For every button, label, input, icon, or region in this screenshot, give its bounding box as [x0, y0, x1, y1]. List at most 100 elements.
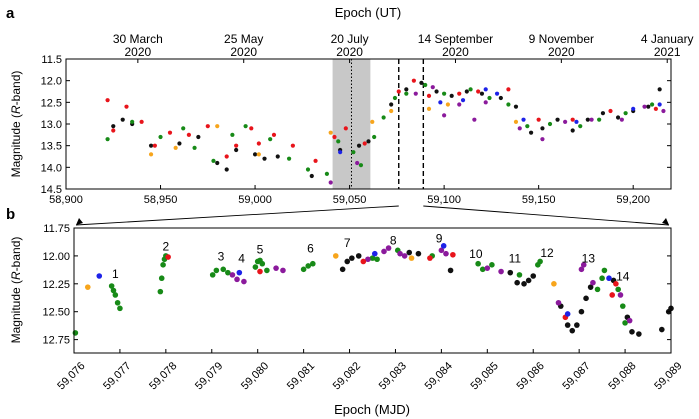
- green-point: [230, 132, 235, 137]
- red-point: [476, 89, 481, 94]
- purple-point: [483, 100, 488, 105]
- green-point: [305, 263, 312, 269]
- black-point: [406, 249, 413, 256]
- panel-a-y-axis-label: Magnitude (R-band): [9, 71, 23, 178]
- purple-point: [540, 137, 545, 142]
- black-point: [120, 117, 125, 122]
- black-point: [224, 167, 229, 172]
- peak-label: 7: [344, 236, 351, 250]
- top-tick-label: 20 July: [331, 32, 369, 46]
- green-point: [525, 124, 530, 129]
- black-point: [177, 141, 182, 146]
- purple-point: [401, 253, 408, 259]
- black-point: [507, 269, 514, 276]
- red-point: [290, 143, 295, 148]
- x-tick-label: 59,076: [55, 360, 87, 392]
- y-tick-label: 11.75: [43, 223, 70, 235]
- purple-point: [430, 85, 435, 90]
- green-point: [305, 167, 311, 172]
- black-point: [600, 111, 606, 116]
- y-tick-label: 13.0: [41, 119, 62, 131]
- purple-point: [484, 265, 491, 271]
- x-tick-label: 59,082: [331, 360, 363, 392]
- x-tick-label: 59,000: [238, 194, 272, 206]
- green-point: [268, 137, 273, 142]
- x-tick-label: 59,087: [560, 360, 592, 392]
- peak-label: 5: [257, 243, 264, 257]
- red-point: [536, 117, 541, 122]
- blue-point: [483, 87, 488, 92]
- green-point: [286, 156, 292, 161]
- x-tick-label: 59,089: [652, 360, 684, 392]
- green-point: [336, 139, 341, 144]
- green-point: [599, 275, 605, 282]
- green-point: [374, 256, 380, 263]
- black-point: [498, 95, 503, 101]
- x-tick-label: 59,086: [515, 360, 547, 392]
- top-tick-label: 4 January: [641, 32, 694, 46]
- orange-point: [328, 130, 333, 135]
- purple-point: [642, 104, 647, 109]
- green-point: [158, 275, 165, 282]
- red-point: [224, 154, 229, 159]
- green-point: [392, 95, 398, 101]
- shaded-band: [332, 59, 371, 189]
- green-point: [468, 87, 473, 92]
- y-tick-label: 14.5: [41, 184, 62, 196]
- orange-point: [332, 253, 339, 259]
- x-tick-label: 59,088: [606, 360, 638, 392]
- black-point: [528, 130, 534, 135]
- red-point: [609, 292, 616, 298]
- black-point: [344, 258, 351, 265]
- purple-point: [442, 113, 447, 118]
- black-point: [514, 279, 520, 286]
- blue-point: [574, 119, 579, 124]
- red-point: [360, 258, 367, 265]
- orange-point: [215, 124, 220, 129]
- red-point: [608, 108, 613, 114]
- green-point: [404, 91, 409, 96]
- green-point: [475, 260, 481, 267]
- green-point: [369, 255, 376, 261]
- zoom-connector-left: [75, 205, 399, 226]
- blue-point: [606, 275, 612, 282]
- green-point: [158, 134, 163, 140]
- red-point: [234, 143, 239, 148]
- green-point: [108, 283, 115, 289]
- red-point: [450, 251, 456, 258]
- top-tick-label: 30 March: [113, 32, 163, 46]
- green-point: [105, 137, 110, 142]
- peak-label: 13: [582, 252, 596, 266]
- purple-point: [626, 317, 633, 324]
- black-point: [578, 308, 585, 315]
- black-point: [262, 156, 267, 161]
- black-point: [479, 91, 485, 96]
- red-point: [167, 130, 173, 135]
- red-point: [313, 158, 318, 163]
- top-tick-year: 2020: [548, 45, 575, 59]
- x-tick-label: 59,050: [333, 194, 367, 206]
- orange-point: [389, 108, 394, 114]
- green-point: [324, 171, 330, 176]
- green-point: [130, 119, 135, 124]
- green-point: [594, 286, 601, 293]
- black-point: [555, 117, 560, 122]
- peak-label: 4: [238, 252, 245, 266]
- x-tick-label: 59,080: [239, 360, 271, 392]
- orange-point: [370, 119, 375, 124]
- purple-point: [617, 292, 624, 298]
- black-point: [449, 93, 454, 98]
- red-point: [271, 132, 277, 137]
- purple-point: [580, 262, 587, 268]
- purple-point: [443, 250, 449, 257]
- green-point: [487, 95, 492, 101]
- x-tick-label: 59,081: [285, 360, 317, 392]
- red-point: [186, 132, 191, 137]
- x-tick-label: 58,950: [144, 194, 178, 206]
- red-point: [256, 141, 261, 146]
- top-tick-year: 2020: [124, 45, 151, 59]
- purple-point: [619, 117, 624, 122]
- peak-label: 2: [163, 239, 170, 253]
- blue-point: [521, 117, 526, 122]
